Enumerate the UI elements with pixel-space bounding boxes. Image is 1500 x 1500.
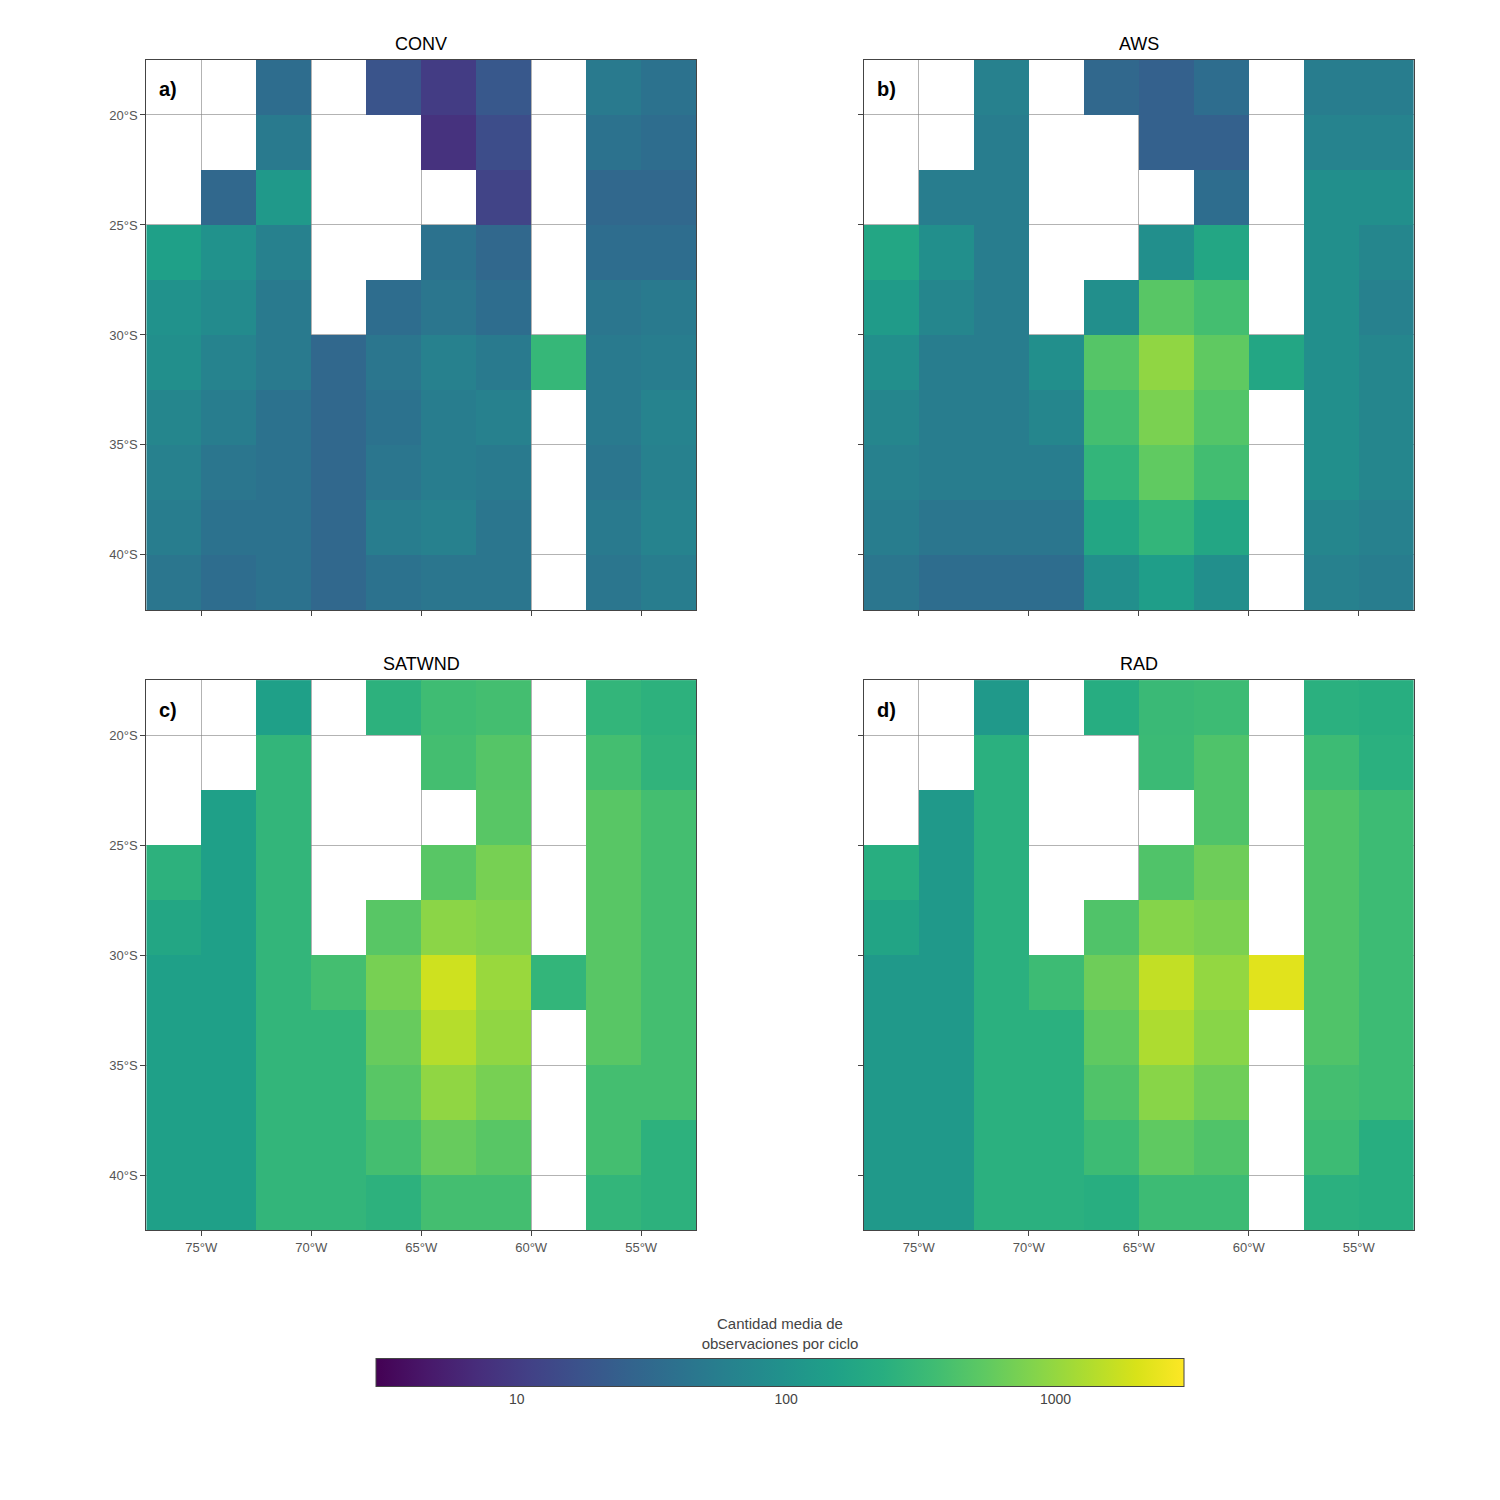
svg-text:c): c): [159, 699, 177, 721]
svg-text:60°W: 60°W: [515, 1240, 548, 1255]
svg-text:20°S: 20°S: [109, 728, 138, 743]
svg-text:CONV: CONV: [395, 34, 447, 54]
svg-text:55°W: 55°W: [625, 1240, 658, 1255]
svg-text:RAD: RAD: [1120, 654, 1158, 674]
svg-text:25°S: 25°S: [109, 838, 138, 853]
svg-text:65°W: 65°W: [405, 1240, 438, 1255]
svg-text:40°S: 40°S: [109, 547, 138, 562]
svg-text:55°W: 55°W: [1343, 1240, 1376, 1255]
svg-text:d): d): [877, 699, 896, 721]
svg-text:75°W: 75°W: [903, 1240, 936, 1255]
svg-text:40°S: 40°S: [109, 1168, 138, 1183]
svg-text:35°S: 35°S: [109, 437, 138, 452]
svg-text:100: 100: [774, 1391, 798, 1407]
svg-text:1000: 1000: [1040, 1391, 1071, 1407]
svg-text:Cantidad media deobservaciones: Cantidad media deobservaciones por ciclo: [702, 1315, 859, 1352]
svg-text:70°W: 70°W: [1013, 1240, 1046, 1255]
svg-text:70°W: 70°W: [295, 1240, 328, 1255]
svg-text:10: 10: [509, 1391, 525, 1407]
svg-text:20°S: 20°S: [109, 108, 138, 123]
svg-text:35°S: 35°S: [109, 1058, 138, 1073]
svg-text:SATWND: SATWND: [383, 654, 460, 674]
svg-text:AWS: AWS: [1119, 34, 1159, 54]
svg-text:a): a): [159, 78, 177, 100]
svg-text:60°W: 60°W: [1233, 1240, 1266, 1255]
svg-text:65°W: 65°W: [1123, 1240, 1156, 1255]
svg-text:b): b): [877, 78, 896, 100]
svg-text:30°S: 30°S: [109, 948, 138, 963]
svg-text:25°S: 25°S: [109, 218, 138, 233]
svg-text:75°W: 75°W: [185, 1240, 218, 1255]
svg-text:30°S: 30°S: [109, 328, 138, 343]
